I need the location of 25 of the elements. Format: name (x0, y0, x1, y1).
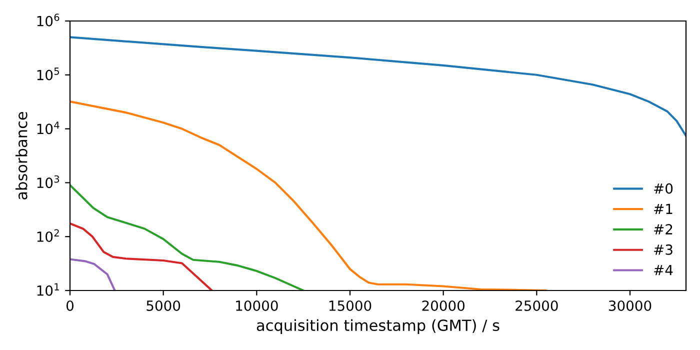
line-series (70, 184, 304, 290)
y-tick-label: 10$^{1}$ (37, 283, 59, 296)
x-tick-label: 15000 (329, 300, 372, 311)
y-tick-label: 10$^{6}$ (37, 14, 60, 26)
legend-label: #0 (654, 183, 673, 194)
line-series (70, 36, 686, 137)
x-tick-label: 0 (66, 300, 74, 311)
x-tick-label: 20000 (422, 300, 464, 311)
line-series (70, 222, 213, 290)
y-tick-label: 10$^{4}$ (37, 122, 60, 134)
x-tick-label: 10000 (236, 300, 278, 311)
y-tick-label: 10$^{2}$ (37, 229, 59, 242)
x-tick-label: 30000 (608, 300, 652, 311)
x-tick-label: 5000 (146, 300, 180, 311)
legend-label: #4 (654, 264, 673, 276)
line-series (70, 100, 548, 290)
y-tick-label: 10$^{5}$ (37, 68, 59, 80)
legend-label: #1 (654, 204, 672, 214)
y-tick-label: 10$^{3}$ (37, 175, 60, 188)
y-axis-title: absorbance (15, 112, 28, 200)
line-series (70, 258, 116, 290)
x-tick-label: 25000 (516, 300, 558, 311)
x-axis-title: acquisition timestamp (GMT) / s (256, 319, 500, 334)
legend-label: #2 (654, 224, 672, 234)
legend-label: #3 (654, 244, 672, 255)
